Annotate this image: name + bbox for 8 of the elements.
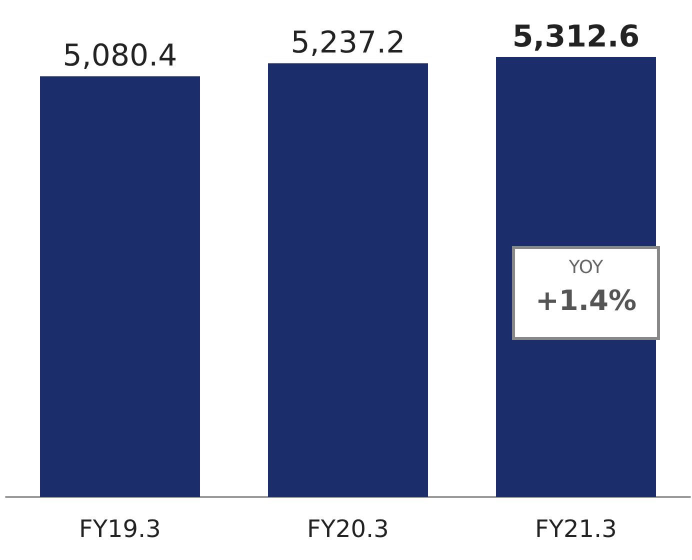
x-tick-label: FY20.3 <box>307 515 389 543</box>
annotation: YOY <box>568 257 604 279</box>
annotation: +1.4% <box>534 283 638 319</box>
data-label: 5,237.2 <box>290 26 406 61</box>
data-label: 5,312.6 <box>512 20 640 54</box>
x-tick-label: FY21.3 <box>535 515 617 543</box>
data-label: 5,080.4 <box>62 38 178 74</box>
x-tick-label: FY19.3 <box>79 515 161 543</box>
